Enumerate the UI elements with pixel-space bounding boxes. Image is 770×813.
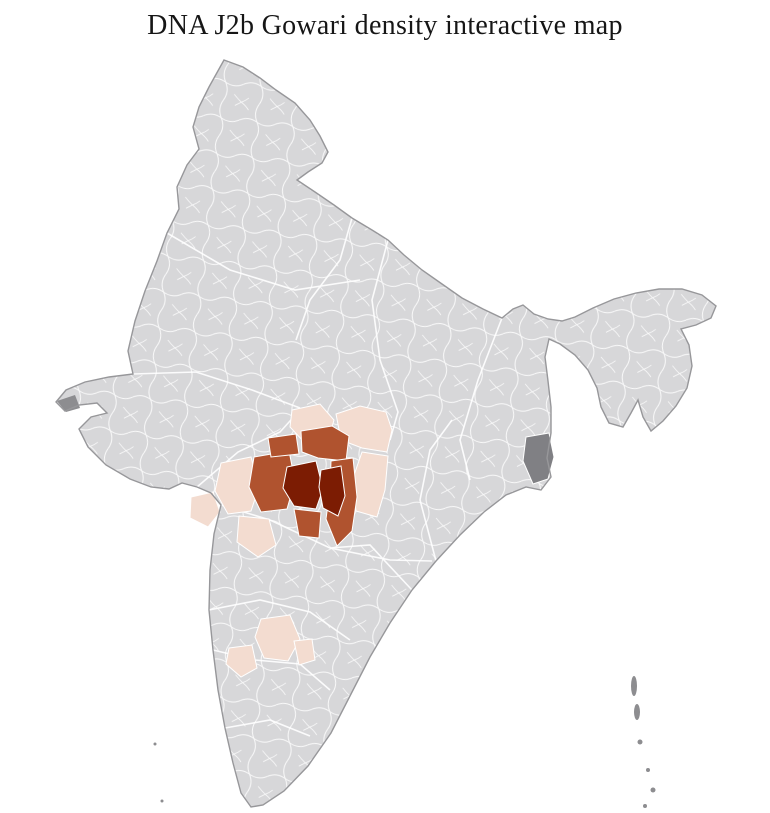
district-low-8[interactable] xyxy=(225,644,258,678)
state-boundaries xyxy=(132,217,503,737)
lakshadweep-island-2[interactable] xyxy=(160,799,164,803)
district-low-5[interactable] xyxy=(236,515,277,558)
district-high-2[interactable] xyxy=(318,465,346,517)
district-medium-4[interactable] xyxy=(293,508,322,539)
districts-medium-density xyxy=(248,425,358,547)
lakshadweep-island-1[interactable] xyxy=(153,742,157,746)
district-low-7[interactable] xyxy=(254,614,301,662)
nicobar-island-2[interactable] xyxy=(650,787,656,793)
district-high-1[interactable] xyxy=(282,460,324,510)
district-neutral-1[interactable] xyxy=(522,432,555,485)
andaman-island-2[interactable] xyxy=(634,704,640,720)
andaman-nicobar-islands xyxy=(631,676,656,808)
lakshadweep-islands xyxy=(153,742,164,803)
nicobar-island-3[interactable] xyxy=(643,804,647,808)
district-medium-5[interactable] xyxy=(267,433,300,458)
andaman-island-1[interactable] xyxy=(631,676,637,696)
map-title: DNA J2b Gowari density interactive map xyxy=(147,10,623,41)
andaman-island-3[interactable] xyxy=(637,739,643,745)
districts-high-density xyxy=(282,460,346,517)
district-low-9[interactable] xyxy=(293,638,316,666)
nicobar-island-1[interactable] xyxy=(646,768,650,772)
district-low-4[interactable] xyxy=(214,456,260,515)
